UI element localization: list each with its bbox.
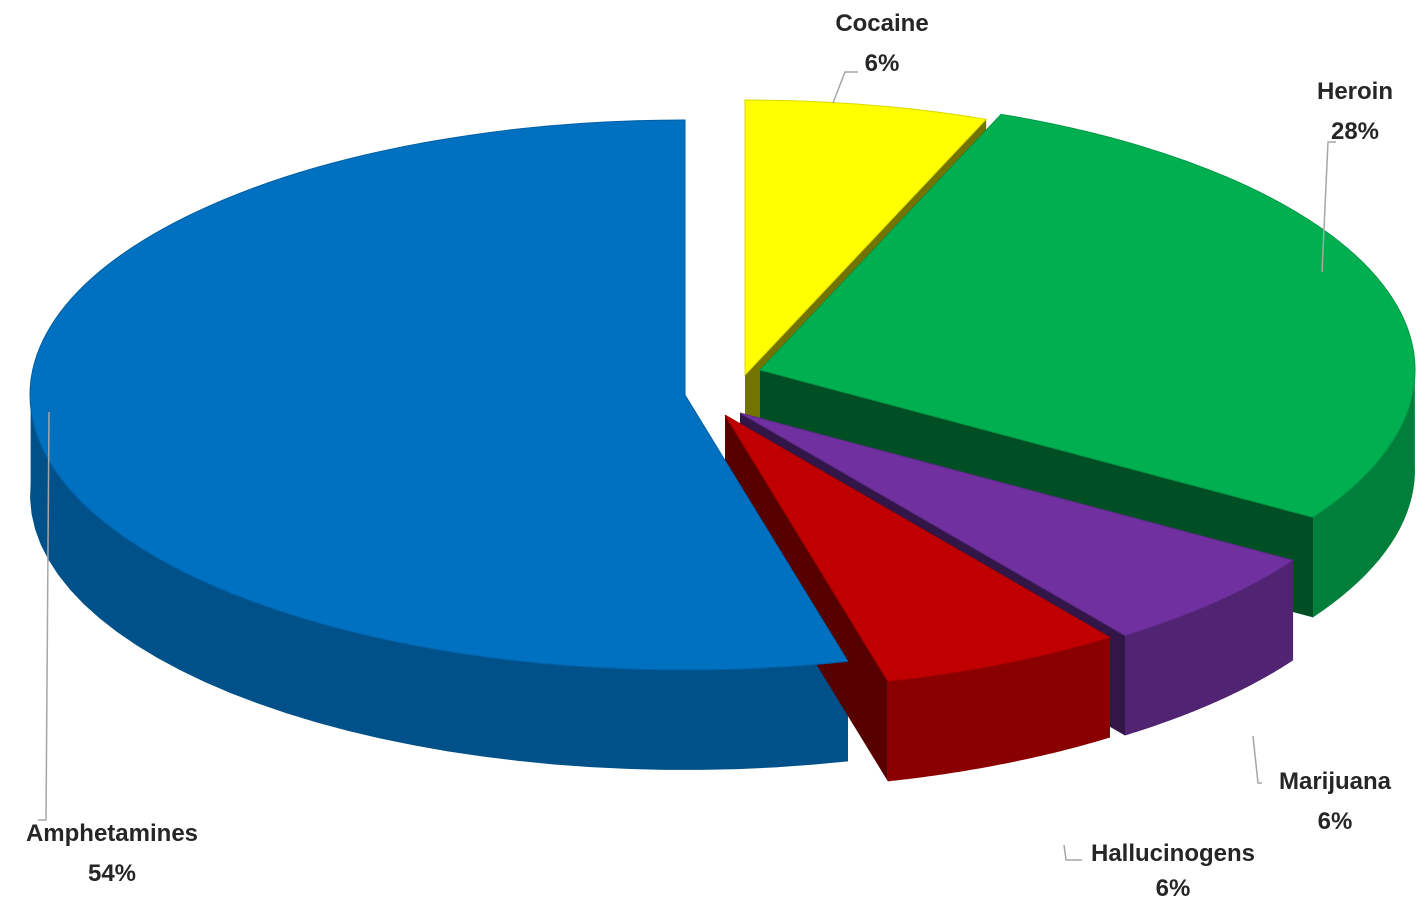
slice-hallucinogens	[724, 414, 1112, 682]
slice-side-hallucinogens	[887, 637, 1110, 782]
slice-value-cocaine: 6%	[865, 50, 900, 77]
slice-side-amphetamines	[30, 382, 848, 770]
slice-value-marijuana: 6%	[1318, 808, 1353, 835]
slice-label-marijuana: Marijuana	[1279, 768, 1392, 795]
slice-label-cocaine: Cocaine	[835, 10, 928, 37]
leader-line-cocaine	[832, 71, 858, 104]
slice-label-hallucinogens: Hallucinogens	[1091, 840, 1255, 867]
slice-value-amphetamines: 54%	[88, 860, 136, 887]
leader-line-heroin	[1321, 141, 1336, 273]
leader-line-marijuana	[1252, 735, 1262, 784]
leader-line-hallucinogens	[1063, 844, 1082, 861]
slice-amphetamines	[29, 119, 849, 671]
slice-marijuana	[739, 412, 1295, 637]
slice-value-hallucinogens: 6%	[1156, 875, 1191, 902]
slice-label-heroin: Heroin	[1317, 78, 1393, 105]
slice-label-amphetamines: Amphetamines	[26, 820, 198, 847]
slice-side-heroin	[1313, 364, 1415, 618]
slice-heroin	[759, 113, 1416, 518]
slice-value-heroin: 28%	[1331, 118, 1379, 145]
slice-cocaine	[744, 99, 988, 377]
slice-side-marijuana	[1124, 560, 1294, 736]
leader-line-amphetamines	[38, 411, 50, 821]
